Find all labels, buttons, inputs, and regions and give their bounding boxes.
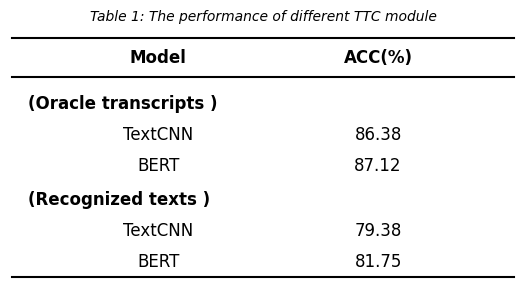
Text: BERT: BERT (137, 157, 179, 175)
Text: 86.38: 86.38 (355, 126, 402, 144)
Text: ACC(%): ACC(%) (343, 49, 412, 67)
Text: 81.75: 81.75 (355, 252, 402, 271)
Text: TextCNN: TextCNN (123, 222, 194, 240)
Text: Table 1: The performance of different TTC module: Table 1: The performance of different TT… (89, 10, 437, 24)
Text: (Recognized texts ): (Recognized texts ) (27, 191, 210, 209)
Text: Model: Model (130, 49, 187, 67)
Text: TextCNN: TextCNN (123, 126, 194, 144)
Text: BERT: BERT (137, 252, 179, 271)
Text: 79.38: 79.38 (355, 222, 402, 240)
Text: (Oracle transcripts ): (Oracle transcripts ) (27, 95, 217, 113)
Text: 87.12: 87.12 (355, 157, 402, 175)
